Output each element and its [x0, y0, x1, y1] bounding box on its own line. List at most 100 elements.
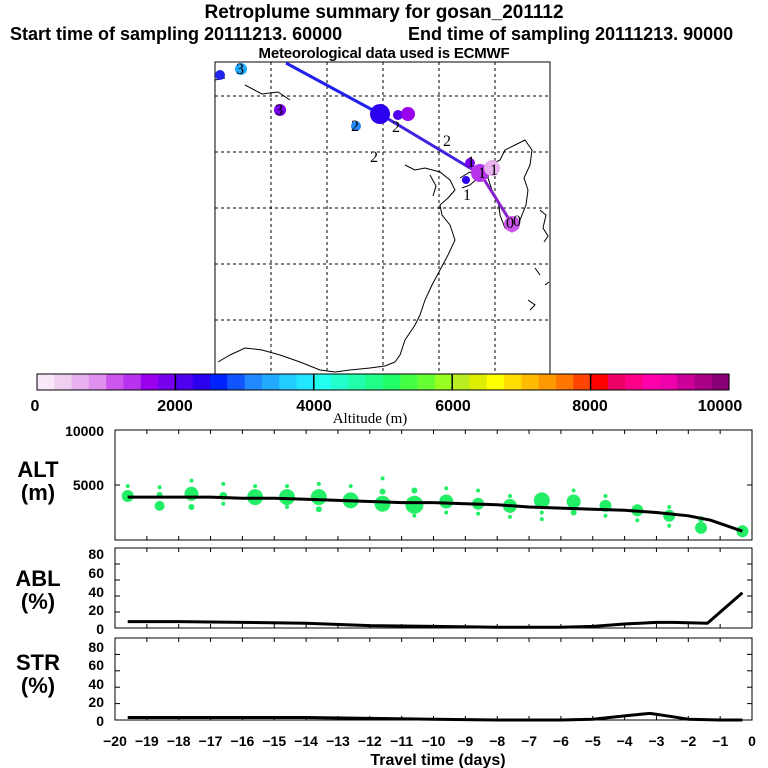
- start-time: Start time of sampling 20111213. 60000: [10, 24, 343, 44]
- colorbar-tick: 10000: [698, 398, 743, 415]
- end-time: End time of sampling 20111213. 90000: [408, 24, 734, 44]
- colorbar-cell: [417, 374, 436, 390]
- colorbar-cell: [123, 374, 142, 390]
- colorbar-cell: [642, 374, 661, 390]
- colorbar-cell: [106, 374, 125, 390]
- alt-bubble: [476, 488, 481, 493]
- track-label: 1: [478, 165, 486, 182]
- alt-bubble: [315, 506, 322, 513]
- colorbar-cell: [383, 374, 401, 390]
- alt-bubble: [221, 501, 226, 506]
- alt-bubble: [603, 513, 608, 518]
- x-tick-label: −10: [422, 733, 446, 749]
- marker: [484, 160, 500, 176]
- alt-ylabel-1: ALT: [17, 457, 59, 482]
- panel-abl: [114, 547, 753, 629]
- alt-bubble: [539, 517, 544, 522]
- track-labels: 0 0 1 1 1 1 2 2 2 2 3 3: [236, 61, 521, 232]
- panel-frame: [114, 429, 753, 541]
- colorbar-tick: 4000: [296, 398, 332, 415]
- colorbar-cell: [711, 374, 730, 390]
- alt-bubble: [667, 505, 672, 509]
- alt-bubble: [284, 484, 289, 489]
- colorbar-cell: [244, 374, 263, 390]
- track-label: 0: [513, 213, 521, 230]
- x-tick-label: −2: [680, 733, 696, 749]
- alt-bubble: [380, 476, 385, 481]
- alt-bubble: [439, 494, 454, 509]
- colorbar-cell: [452, 374, 471, 390]
- str-ytick-labels: 80 60 40 20 0: [88, 639, 104, 729]
- alt-bubble: [507, 494, 512, 498]
- str-ytick: 20: [88, 694, 104, 710]
- x-tick-label: −5: [585, 733, 601, 749]
- colorbar-cell: [192, 374, 211, 390]
- marker: [401, 107, 415, 121]
- alt-bubble: [736, 525, 749, 538]
- x-tick-label: −3: [648, 733, 664, 749]
- x-tick-label: −17: [199, 733, 223, 749]
- alt-bubble: [253, 484, 258, 489]
- x-tick-label: −19: [135, 733, 159, 749]
- alt-bubble: [507, 514, 512, 519]
- alt-bubble: [695, 521, 708, 534]
- x-tick-label: −9: [457, 733, 473, 749]
- abl-ytick: 20: [88, 602, 104, 618]
- alt-bubble: [571, 488, 576, 493]
- alt-bubble: [125, 484, 130, 489]
- alt-bubble: [284, 505, 289, 509]
- alt-bubble: [221, 481, 226, 486]
- track-label: 3: [236, 61, 244, 78]
- alt-bubble: [603, 494, 608, 498]
- str-series-line: [127, 711, 743, 722]
- colorbar-cell: [227, 374, 246, 390]
- colorbar-cell: [331, 374, 349, 390]
- alt-bubble: [411, 487, 418, 494]
- alt-bubble: [188, 504, 195, 510]
- x-tick-label: −15: [262, 733, 286, 749]
- str-ytick: 40: [88, 676, 104, 692]
- x-tick-label: −4: [617, 733, 633, 749]
- x-tick-label: −14: [294, 733, 318, 749]
- marker: [504, 216, 520, 232]
- str-ytick: 0: [96, 713, 104, 729]
- colorbar-cell: [504, 374, 522, 390]
- colorbar-cell: [37, 374, 55, 390]
- colorbar-cell: [556, 374, 574, 390]
- time-series-panels: [114, 429, 753, 722]
- x-tick-label: −13: [326, 733, 350, 749]
- alt-ytick: 10000: [65, 423, 104, 439]
- alt-bubble: [348, 484, 353, 489]
- track-segment-2: [379, 112, 471, 170]
- track-label: 2: [443, 133, 451, 150]
- marker: [393, 110, 403, 120]
- alt-bubble: [667, 523, 672, 528]
- alt-bubble: [476, 511, 481, 516]
- x-tick-label: −18: [167, 733, 191, 749]
- alt-bubble: [412, 513, 417, 518]
- colorbar-cell: [71, 374, 90, 390]
- marker: [465, 158, 475, 168]
- colorbar-tick-labels: 0 2000 4000 6000 8000 10000: [31, 398, 743, 415]
- alt-bubble: [316, 481, 321, 486]
- alt-bubble: [566, 494, 581, 509]
- colorbar-tick: 6000: [435, 398, 471, 415]
- str-ylabel-1: STR: [16, 650, 60, 675]
- colorbar-cell: [279, 374, 298, 390]
- colorbar-cell: [158, 374, 176, 390]
- abl-ytick: 40: [88, 584, 104, 600]
- x-axis-label: Travel time (days): [370, 752, 505, 768]
- marker: [370, 104, 390, 124]
- chart-title: Retroplume summary for gosan_201112: [204, 2, 564, 23]
- colorbar-tick: 0: [31, 398, 40, 415]
- colorbar-cell: [175, 374, 194, 390]
- colorbar-tick: 2000: [157, 398, 193, 415]
- alt-ytick: 5000: [73, 477, 104, 493]
- x-tick-label: −1: [712, 733, 728, 749]
- alt-bubble: [444, 510, 449, 515]
- map-graticule: [215, 62, 550, 374]
- alt-bubble: [533, 492, 550, 509]
- colorbar-cell: [486, 374, 505, 390]
- map-markers: [215, 63, 520, 232]
- alt-ylabel-2: (m): [21, 480, 55, 505]
